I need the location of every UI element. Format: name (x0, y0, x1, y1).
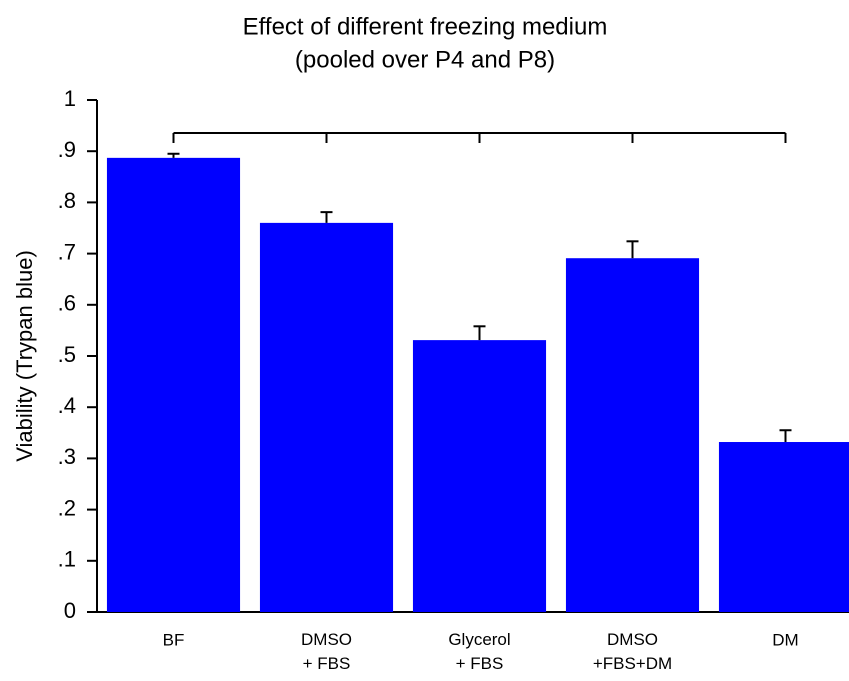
y-tick-label: .4 (58, 393, 76, 418)
y-tick-label: .8 (58, 188, 76, 213)
error-bar (626, 240, 639, 259)
x-tick-label: BF (163, 630, 185, 649)
bar (259, 222, 394, 612)
bar (565, 258, 700, 612)
x-tick-label: Glycerol + FBS (448, 630, 510, 673)
y-tick-label: 0 (64, 598, 76, 623)
bar (718, 442, 849, 612)
x-tick-label: DMSO + FBS (301, 630, 352, 673)
y-tick-label: .1 (58, 547, 76, 572)
y-axis-label: Viability (Trypan blue) (12, 250, 37, 462)
error-bar (320, 211, 333, 223)
y-tick-label: .7 (58, 239, 76, 264)
y-tick-label: .5 (58, 342, 76, 367)
bar (412, 340, 547, 612)
chart-title: Effect of different freezing medium (243, 13, 608, 40)
y-tick-label: .3 (58, 444, 76, 469)
error-bar (779, 429, 792, 443)
error-bar (167, 152, 180, 158)
x-tick-label: DMSO +FBS+DM (593, 630, 672, 673)
y-tick-label: .2 (58, 495, 76, 520)
bar (106, 157, 241, 612)
x-tick-label: DM (772, 630, 798, 649)
y-tick-label: .9 (58, 137, 76, 162)
y-tick-label: .6 (58, 291, 76, 316)
error-bar (473, 325, 486, 341)
chart-subtitle: (pooled over P4 and P8) (295, 46, 555, 73)
y-tick-label: 1 (64, 86, 76, 111)
